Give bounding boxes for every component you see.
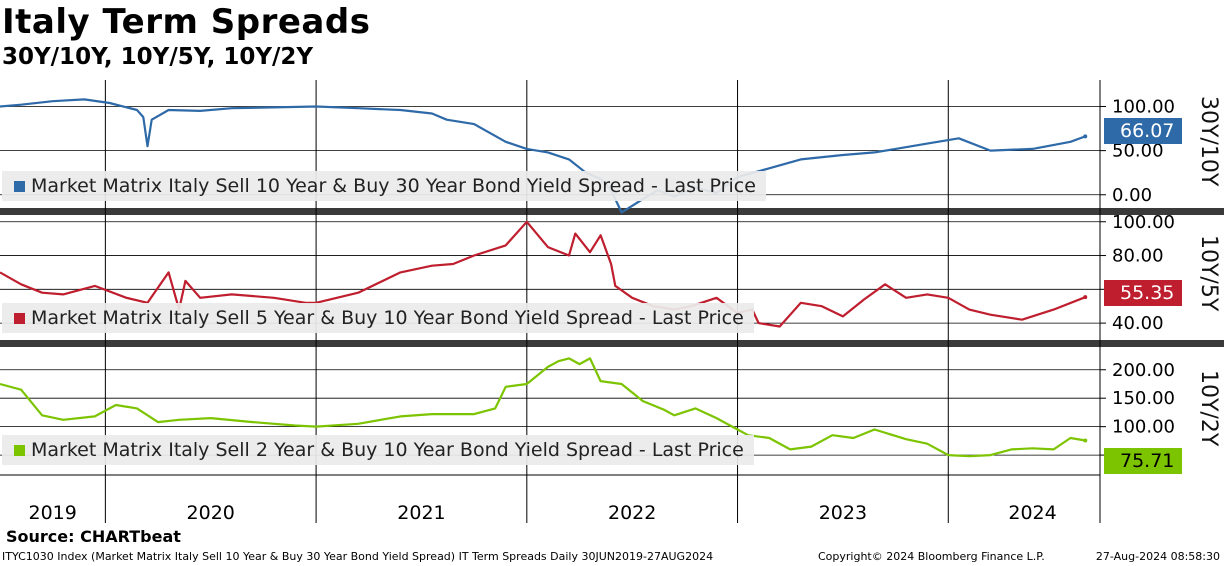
chart-title: Italy Term Spreads bbox=[2, 2, 371, 42]
current-value-tag-10y5y: 55.35 bbox=[1104, 280, 1183, 306]
x-tick-label: 2022 bbox=[608, 502, 656, 524]
panel-label-10y2y: 10Y/2Y bbox=[1196, 370, 1221, 447]
y-tick-label: 200.00 bbox=[1112, 360, 1175, 381]
y-tick-label: 80.00 bbox=[1112, 246, 1164, 267]
panel-label-10y5y: 10Y/5Y bbox=[1196, 235, 1221, 312]
current-value-tag-10y2y: 75.71 bbox=[1104, 448, 1183, 474]
y-tick-label: 40.00 bbox=[1112, 313, 1164, 334]
x-tick-label: 2020 bbox=[187, 502, 235, 524]
chart-subtitle: 30Y/10Y, 10Y/5Y, 10Y/2Y bbox=[2, 44, 314, 70]
series-line-10y-5y bbox=[0, 220, 1086, 328]
current-value-tag-30y10y: 66.07 bbox=[1104, 118, 1183, 144]
legend-label-30y10y: Market Matrix Italy Sell 10 Year & Buy 3… bbox=[31, 175, 756, 197]
panel-separator bbox=[0, 340, 1224, 347]
last-point-marker bbox=[1083, 438, 1088, 443]
x-tick-label: 2024 bbox=[1008, 502, 1056, 524]
footer-copyright: Copyright© 2024 Bloomberg Finance L.P. bbox=[818, 550, 1045, 563]
y-tick-label: 100.00 bbox=[1112, 417, 1175, 438]
y-tick-label: 100.00 bbox=[1112, 96, 1175, 117]
legend-10y5y: Market Matrix Italy Sell 5 Year & Buy 10… bbox=[2, 303, 754, 333]
y-tick-label: 100.00 bbox=[1112, 212, 1175, 233]
x-tick-label: 2023 bbox=[819, 502, 867, 524]
legend-swatch-green bbox=[14, 445, 25, 456]
series-line-30y-10y bbox=[0, 98, 1086, 214]
legend-label-10y2y: Market Matrix Italy Sell 2 Year & Buy 10… bbox=[31, 439, 744, 461]
panel-label-30y10y: 30Y/10Y bbox=[1196, 96, 1221, 187]
last-point-marker bbox=[1083, 295, 1088, 300]
y-tick-label: 50.00 bbox=[1112, 141, 1164, 162]
y-tick-label: 0.00 bbox=[1112, 185, 1152, 206]
y-tick-label: 150.00 bbox=[1112, 388, 1175, 409]
last-point-marker bbox=[1083, 134, 1088, 139]
legend-30y10y: Market Matrix Italy Sell 10 Year & Buy 3… bbox=[2, 171, 766, 201]
footer-timestamp: 27-Aug-2024 08:58:30 bbox=[1095, 550, 1220, 563]
series-line-10y-2y bbox=[0, 357, 1086, 458]
footer-index-description: ITYC1030 Index (Market Matrix Italy Sell… bbox=[2, 550, 714, 563]
legend-swatch-red bbox=[14, 313, 25, 324]
legend-10y2y: Market Matrix Italy Sell 2 Year & Buy 10… bbox=[2, 435, 754, 465]
source-note: Source: CHARTbeat bbox=[6, 527, 181, 546]
legend-swatch-blue bbox=[14, 181, 25, 192]
legend-label-10y5y: Market Matrix Italy Sell 5 Year & Buy 10… bbox=[31, 307, 744, 329]
x-tick-label: 2021 bbox=[397, 502, 445, 524]
x-tick-label: 2019 bbox=[29, 502, 77, 524]
panel-separator bbox=[0, 208, 1224, 215]
